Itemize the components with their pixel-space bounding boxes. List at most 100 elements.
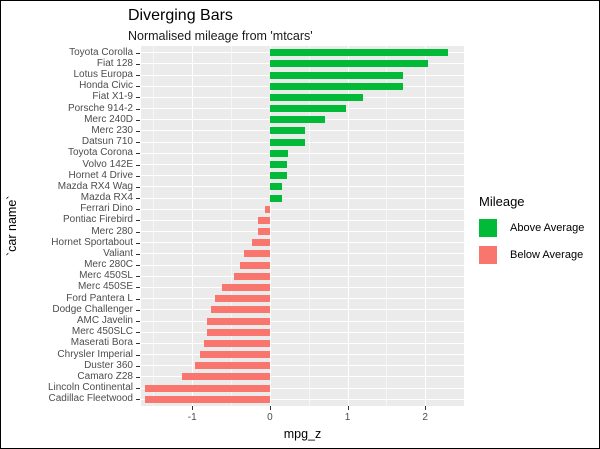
y-tick-mark	[136, 52, 140, 54]
gridline-minor	[231, 46, 233, 406]
y-tick-mark	[136, 63, 140, 65]
bar-below-average	[264, 205, 270, 213]
x-tick-mark	[269, 406, 271, 410]
y-axis-label: Merc 280C	[84, 259, 133, 271]
gridline-category	[141, 253, 464, 255]
bar-below-average	[210, 306, 270, 314]
y-axis-labels: Toyota Corolla Fiat 128 Lotus Europa Honda …	[1, 46, 133, 406]
y-axis-label: Lotus Europa	[73, 69, 134, 81]
bar-above-average	[269, 60, 429, 68]
x-tick-mark	[425, 406, 427, 410]
bar-above-average	[269, 194, 282, 202]
gridline-category	[141, 309, 464, 311]
y-axis-label: Merc 450SE	[77, 281, 133, 293]
bar-below-average	[222, 283, 270, 291]
bar-below-average	[145, 384, 270, 392]
gridline-category	[141, 164, 464, 165]
x-tick-label: 0	[267, 412, 273, 423]
y-tick-mark	[136, 298, 140, 300]
legend-entry-label: Above Average	[510, 222, 585, 234]
y-tick-mark	[136, 75, 140, 77]
gridline-major	[347, 46, 349, 406]
bar-below-average	[258, 228, 270, 236]
gridline-category	[141, 376, 464, 378]
legend-entry: Above Average	[479, 219, 584, 237]
bar-above-average	[269, 149, 289, 157]
bar-below-average	[182, 373, 270, 381]
bar-below-average	[258, 216, 270, 224]
bar-above-average	[269, 105, 346, 113]
bar-below-average	[200, 351, 270, 359]
y-tick-mark	[136, 86, 140, 88]
bar-above-average	[269, 183, 282, 191]
bar-below-average	[206, 328, 270, 336]
y-tick-mark	[136, 119, 140, 121]
y-axis-label: Dodge Challenger	[52, 303, 133, 315]
bar-above-average	[269, 49, 448, 57]
bar-below-average	[240, 261, 270, 269]
y-axis-label: Camaro Z28	[77, 370, 133, 382]
gridline-category	[141, 342, 464, 344]
x-tick-label: 1	[344, 412, 351, 423]
y-tick-mark	[136, 343, 140, 345]
y-axis-label: Hornet Sportabout	[51, 236, 133, 248]
gridline-category	[141, 387, 464, 389]
bar-above-average	[269, 82, 403, 90]
gridline-category	[141, 298, 464, 300]
y-axis-label: Merc 230	[91, 124, 133, 136]
gridline-category	[141, 175, 464, 177]
gridline-category	[141, 186, 464, 188]
y-tick-mark	[136, 354, 140, 356]
legend-key-swatch	[479, 219, 497, 237]
bar-below-average	[214, 295, 270, 303]
bar-above-average	[269, 116, 326, 124]
y-axis-label: Chrysler Imperial	[57, 348, 133, 360]
legend-key-swatch	[479, 246, 497, 264]
y-tick-mark	[136, 253, 140, 255]
y-axis-label: Cadillac Fleetwood	[48, 393, 134, 405]
gridline-major	[192, 46, 194, 406]
bar-below-average	[244, 250, 270, 258]
y-tick-mark	[136, 242, 140, 244]
y-tick-mark	[136, 198, 140, 200]
y-axis-label: Datsun 710	[81, 136, 133, 148]
gridline-major	[425, 46, 427, 406]
y-tick-mark	[136, 365, 140, 367]
bar-below-average	[233, 272, 270, 280]
y-tick-mark	[136, 186, 140, 188]
y-axis-label: Merc 280	[91, 225, 133, 237]
y-tick-mark	[136, 175, 140, 177]
y-axis-label: Ferrari Dino	[80, 203, 133, 215]
y-tick-mark	[136, 209, 140, 211]
y-axis-label: Valiant	[103, 247, 133, 259]
y-axis-label: Ford Pantera L	[66, 292, 133, 304]
x-tick-label: 2	[422, 412, 428, 423]
x-tick-mark	[347, 406, 349, 410]
y-axis-label: Pontiac Firebird	[62, 214, 133, 226]
bar-below-average	[195, 362, 270, 370]
y-tick-mark	[136, 153, 140, 155]
chart-subtitle: Normalised mileage from 'mtcars'	[128, 29, 313, 43]
y-axis-label: Lincoln Continental	[47, 382, 133, 394]
y-axis-label: AMC Javelin	[76, 315, 133, 327]
y-tick-mark	[136, 287, 140, 289]
gridline-category	[141, 152, 464, 154]
gridline-major	[269, 46, 271, 406]
y-tick-mark	[136, 231, 140, 233]
y-tick-mark	[136, 321, 140, 323]
legend-entry: Below Average	[479, 246, 583, 264]
y-axis-label: Hornet 4 Drive	[68, 169, 133, 181]
y-axis-label: Toyota Corona	[67, 147, 133, 159]
y-axis-label: Mazda RX4	[80, 192, 133, 204]
legend: Mileage Above Average Below Average	[479, 194, 584, 273]
legend-title: Mileage	[479, 194, 525, 209]
bar-below-average	[204, 339, 270, 347]
bar-above-average	[269, 138, 305, 146]
y-axis-label: Honda Civic	[79, 80, 133, 92]
x-tick-mark	[192, 406, 194, 410]
bar-above-average	[269, 127, 305, 135]
x-tick-label: -1	[187, 412, 197, 423]
y-tick-mark	[136, 220, 140, 222]
y-axis-label: Mazda RX4 Wag	[57, 180, 133, 192]
